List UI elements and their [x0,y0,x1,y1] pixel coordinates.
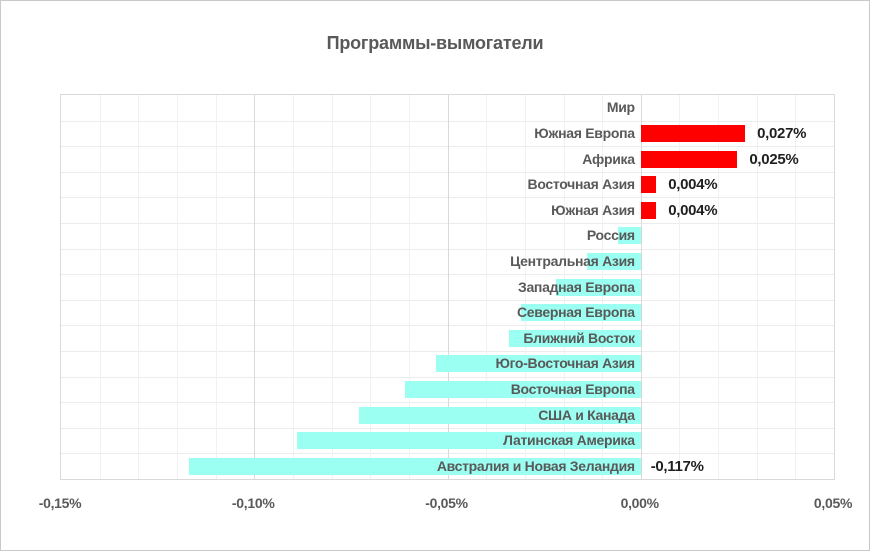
category-label: Юго-Восточная Азия [495,355,635,372]
negative-bar [405,380,641,398]
positive-bar [640,124,746,142]
category-label: Восточная Европа [510,380,635,397]
value-label: -0,117% [650,457,704,475]
negative-bar [586,252,641,270]
value-label: 0,004% [668,201,718,219]
negative-bar [555,278,641,296]
negative-bar [358,406,641,424]
category-label: Мир [606,99,635,116]
category-label: Африка [582,150,635,167]
negative-bar [188,457,641,475]
minor-gridline [331,95,333,479]
category-label: Латинская Америка [503,432,635,449]
x-axis-tick-label: -0,15% [38,495,82,511]
category-label: Северная Европа [517,304,635,321]
negative-bar [296,432,641,450]
value-label: 0,004% [668,176,718,194]
minor-gridline [292,95,294,479]
minor-gridline [99,95,101,479]
positive-bar [640,176,657,194]
x-axis-tick-label: -0,10% [231,495,275,511]
value-label: 0,025% [749,150,799,168]
minor-gridline [176,95,178,479]
negative-bar [435,355,641,373]
category-label: Южная Европа [534,124,635,141]
minor-gridline [679,95,681,479]
minor-gridline [215,95,217,479]
minor-gridline [718,95,719,479]
x-axis-tick-label: -0,05% [425,495,468,511]
minor-gridline [138,95,140,479]
chart-title: Программы-вымогатели [326,33,544,53]
negative-bar [520,304,641,322]
positive-bar [640,201,657,219]
negative-bar [509,329,641,347]
major-gridline [640,95,642,479]
minor-gridline [408,95,410,479]
minor-gridline [524,95,526,479]
category-label: Россия [586,227,635,244]
category-label: Ближний Восток [523,329,635,346]
minor-gridline [756,95,758,479]
category-label: Восточная Азия [527,176,636,193]
negative-bar [617,227,641,245]
major-gridline [254,95,256,479]
plot-area: Мир Южная Европа 0,027% Африка 0,025% Восточн… [60,94,835,480]
category-label: Западная Европа [517,278,635,295]
category-label: Центральная Азия [510,252,635,269]
major-gridline [447,95,449,479]
x-axis-tick-label: 0,05% [813,495,853,511]
minor-gridline [486,95,488,479]
positive-bar [640,150,738,168]
x-axis-tick-label: 0,00% [620,495,660,511]
minor-gridline [370,95,372,479]
value-label: 0,027% [757,124,807,142]
minor-gridline [795,95,797,479]
category-label: Австралия и Новая Зеландия [436,457,635,474]
category-label: Южная Азия [551,201,635,218]
category-label: США и Канада [538,406,635,423]
